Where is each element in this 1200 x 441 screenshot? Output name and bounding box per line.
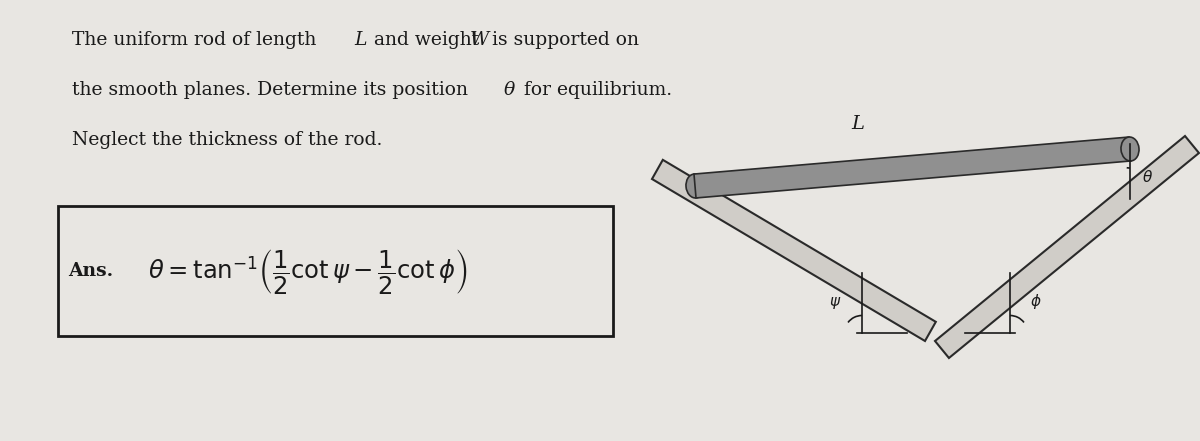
- Text: the smooth planes. Determine its position: the smooth planes. Determine its positio…: [72, 81, 468, 99]
- Text: L: L: [851, 115, 864, 132]
- Text: $\theta$: $\theta$: [1142, 169, 1153, 185]
- Polygon shape: [935, 136, 1199, 358]
- Ellipse shape: [1121, 137, 1139, 161]
- Text: Ans.: Ans.: [68, 262, 113, 280]
- Text: θ: θ: [504, 81, 515, 99]
- Text: is supported on: is supported on: [492, 31, 640, 49]
- Text: for equilibrium.: for equilibrium.: [524, 81, 672, 99]
- Polygon shape: [652, 160, 936, 341]
- Text: The uniform rod of length: The uniform rod of length: [72, 31, 317, 49]
- Text: $\theta = \tan^{-1}\!\left(\dfrac{1}{2}\cot\psi - \dfrac{1}{2}\cot\phi\right)$: $\theta = \tan^{-1}\!\left(\dfrac{1}{2}\…: [148, 247, 467, 295]
- Text: $\psi$: $\psi$: [829, 295, 841, 311]
- Text: and weight: and weight: [374, 31, 479, 49]
- Text: $\phi$: $\phi$: [1031, 292, 1042, 311]
- Ellipse shape: [686, 174, 704, 198]
- Bar: [58, 206, 613, 336]
- Text: W: W: [470, 31, 490, 49]
- Polygon shape: [694, 137, 1132, 198]
- Text: L: L: [354, 31, 366, 49]
- Text: Neglect the thickness of the rod.: Neglect the thickness of the rod.: [72, 131, 383, 149]
